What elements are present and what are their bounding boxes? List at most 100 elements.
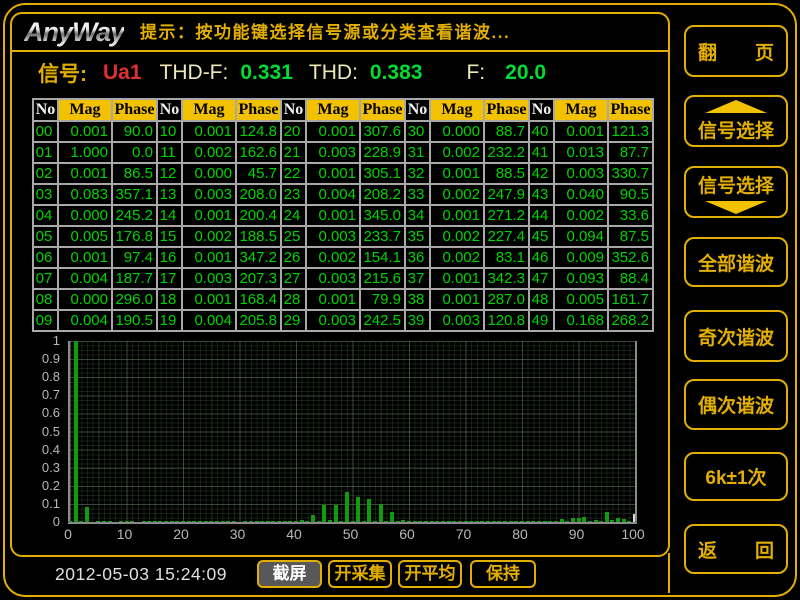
no-cell: 13: [156, 183, 183, 206]
phase-cell: 33.6: [607, 204, 654, 227]
mag-cell: 0.002: [553, 204, 609, 227]
signal-select-up-button[interactable]: 信号选择: [684, 95, 788, 147]
chart-bar: [84, 507, 89, 522]
mag-cell: 0.003: [305, 225, 361, 248]
freq-label: F:: [466, 61, 486, 84]
hold-button[interactable]: 保持: [470, 560, 536, 588]
chart-bar: [491, 521, 496, 522]
freq-value: 20.0: [505, 61, 547, 84]
mag-cell: 0.003: [429, 309, 485, 332]
no-cell: 01: [32, 141, 59, 164]
chart-bar: [282, 521, 287, 522]
x-tick-label: 30: [229, 526, 246, 542]
col-header-phase: Phase: [111, 98, 158, 122]
chart-bar: [440, 521, 445, 522]
x-tick-label: 0: [64, 526, 72, 542]
x-tick-label: 20: [173, 526, 189, 542]
6k-plus-minus-1-button[interactable]: 6k±1次: [684, 452, 788, 501]
phase-cell: 154.1: [359, 246, 406, 269]
odd-harmonics-button[interactable]: 奇次谐波: [684, 310, 788, 362]
col-header-phase: Phase: [483, 98, 530, 122]
back-label: 返 回: [697, 540, 774, 562]
chart-bar: [542, 521, 547, 522]
mag-cell: 0.002: [305, 246, 361, 269]
mag-cell: 0.013: [553, 141, 609, 164]
signal-select-down-button[interactable]: 信号选择: [684, 166, 788, 218]
back-button[interactable]: 返 回: [684, 524, 788, 574]
mag-cell: 0.001: [57, 120, 113, 143]
signal-status-bar: 信号: Ua1 THD-F: 0.331 THD: 0.383 F: 20.0: [12, 52, 668, 94]
even-harmonics-button[interactable]: 偶次谐波: [684, 379, 788, 430]
col-header-mag: Mag: [181, 98, 237, 122]
no-cell: 41: [528, 141, 555, 164]
chart-bar: [288, 521, 293, 522]
no-cell: 08: [32, 288, 59, 311]
start-averaging-button[interactable]: 开平均: [398, 560, 462, 588]
chart-bar: [536, 521, 541, 522]
mag-cell: 0.001: [181, 288, 237, 311]
chart-bar: [373, 521, 378, 522]
mag-cell: 0.001: [553, 120, 609, 143]
chart-bar: [616, 518, 620, 522]
chart-bar: [243, 521, 248, 522]
no-cell: 07: [32, 267, 59, 290]
chart-bar: [260, 521, 265, 522]
chart-bar: [169, 521, 174, 522]
hint-message: 提示：按功能键选择信号源或分类查看谐波...: [140, 23, 511, 42]
start-sampling-button[interactable]: 开采集: [328, 560, 392, 588]
phase-cell: 287.0: [483, 288, 530, 311]
chart-bar: [582, 517, 587, 522]
chart-bar: [503, 521, 508, 522]
all-harmonics-button[interactable]: 全部谐波: [684, 237, 788, 287]
phase-cell: 86.5: [111, 162, 158, 185]
phase-cell: 208.2: [359, 183, 406, 206]
harmonics-table-body: 00 0.001 90.0 10 0.001 124.8 20 0.001 307.6 30 0.0…: [32, 120, 654, 332]
phase-cell: 208.0: [235, 183, 282, 206]
col-header-mag: Mag: [429, 98, 485, 122]
thdf-value: 0.331: [240, 61, 293, 84]
col-header-no: No: [156, 98, 183, 122]
phase-cell: 342.3: [483, 267, 530, 290]
no-cell: 49: [528, 309, 555, 332]
chart-bar: [367, 499, 372, 522]
chart-bar: [248, 521, 253, 522]
chart-bar: [186, 521, 191, 522]
no-cell: 21: [280, 141, 307, 164]
phase-cell: 90.0: [111, 120, 158, 143]
chart-bar: [463, 521, 468, 522]
main-panel: AnyWay 提示：按功能键选择信号源或分类查看谐波... 信号: Ua1 TH…: [10, 12, 670, 557]
y-tick-label: 0.4: [41, 441, 60, 457]
chart-bar: [548, 521, 553, 522]
chart-bar: [158, 521, 163, 522]
no-cell: 11: [156, 141, 183, 164]
phase-cell: 176.8: [111, 225, 158, 248]
chart-bar: [327, 520, 332, 522]
mag-cell: 0.000: [57, 204, 113, 227]
chart-bar: [469, 521, 474, 522]
phase-cell: 305.1: [359, 162, 406, 185]
col-header-no: No: [32, 98, 59, 122]
odd-harmonics-label: 奇次谐波: [697, 327, 774, 349]
chart-bar: [565, 521, 570, 522]
no-cell: 12: [156, 162, 183, 185]
chart-bar: [356, 497, 361, 522]
mag-cell: 0.001: [429, 162, 485, 185]
no-cell: 20: [280, 120, 307, 143]
page-turn-label: 翻 页: [697, 42, 774, 64]
page-turn-button[interactable]: 翻 页: [684, 25, 788, 77]
no-cell: 29: [280, 309, 307, 332]
no-cell: 42: [528, 162, 555, 185]
phase-cell: 162.6: [235, 141, 282, 164]
chart-bar: [107, 521, 112, 522]
phase-cell: 79.9: [359, 288, 406, 311]
chart-bar: [610, 520, 615, 522]
chart-bar: [423, 521, 428, 522]
y-tick-label: 0.9: [41, 351, 60, 367]
mag-cell: 0.003: [305, 141, 361, 164]
no-cell: 18: [156, 288, 183, 311]
chart-bar: [350, 521, 355, 522]
screenshot-button[interactable]: 截屏: [257, 560, 322, 588]
anyway-logo: AnyWay: [24, 17, 125, 47]
table-row: 00 0.001 90.0 10 0.001 124.8 20 0.001 307.6 30 0.0…: [32, 120, 654, 143]
